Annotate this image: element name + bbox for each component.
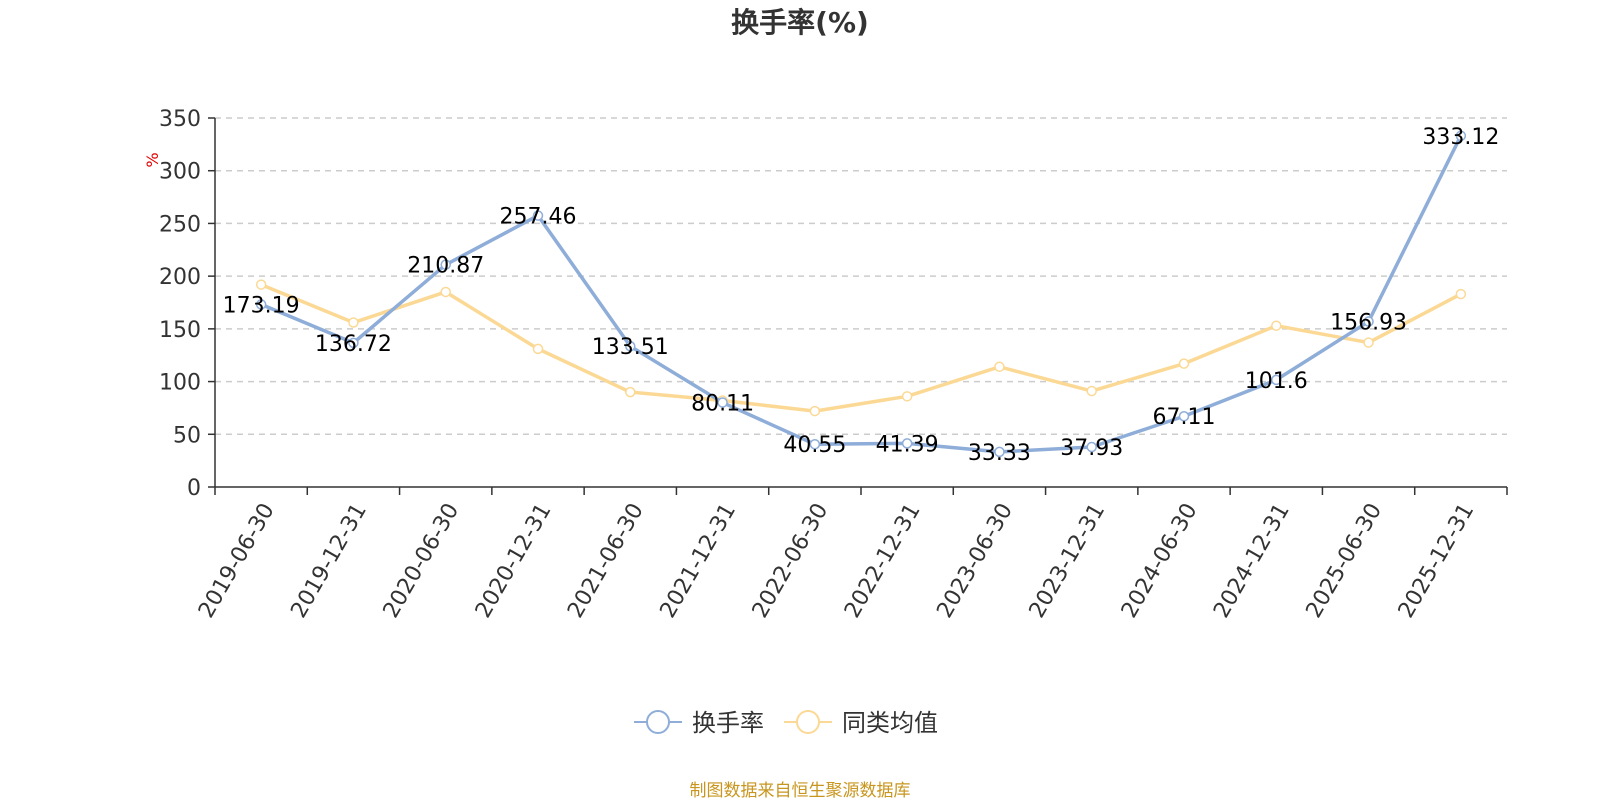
data-point bbox=[717, 397, 728, 408]
x-tick-label: 2023-12-31 bbox=[1025, 499, 1111, 622]
data-point bbox=[1363, 316, 1374, 327]
y-tick-label: 350 bbox=[159, 107, 201, 132]
data-label: 210.87 bbox=[407, 254, 484, 279]
data-label: 40.55 bbox=[783, 433, 846, 458]
x-tick-label: 2022-06-30 bbox=[748, 499, 834, 622]
data-point bbox=[1178, 358, 1190, 369]
y-tick-label: 100 bbox=[159, 371, 201, 396]
data-point bbox=[348, 317, 359, 328]
data-source-note: 制图数据来自恒生聚源数据库 bbox=[690, 781, 911, 800]
data-point bbox=[994, 361, 1005, 373]
data-point bbox=[625, 340, 636, 352]
data-label: 67.11 bbox=[1153, 405, 1216, 430]
data-label: 41.39 bbox=[876, 432, 939, 457]
y-axis-unit: % bbox=[143, 152, 162, 167]
data-point bbox=[532, 343, 544, 355]
x-tick-label: 2020-12-31 bbox=[471, 499, 557, 622]
legend[interactable]: 换手率 同类均值 bbox=[634, 709, 938, 737]
x-tick-label: 2024-12-31 bbox=[1209, 499, 1295, 622]
data-point bbox=[440, 259, 451, 270]
data-point bbox=[1271, 374, 1282, 386]
data-point bbox=[348, 337, 359, 349]
data-point bbox=[440, 286, 451, 298]
legend-label: 换手率 bbox=[692, 709, 764, 737]
data-label: 156.93 bbox=[1330, 311, 1407, 336]
data-point bbox=[809, 405, 821, 417]
x-axis-ticks: 2019-06-30 2019-12-31 2020-06-30 2020-12-31… bbox=[194, 487, 1508, 622]
data-point bbox=[625, 386, 636, 398]
y-tick-label: 250 bbox=[159, 212, 201, 237]
data-label: 133.51 bbox=[592, 335, 669, 360]
y-tick-label: 50 bbox=[173, 423, 201, 448]
x-tick-label: 2023-06-30 bbox=[932, 499, 1018, 622]
x-tick-label: 2021-12-31 bbox=[656, 499, 742, 622]
data-point bbox=[1455, 130, 1467, 142]
chart-title: 换手率(%) bbox=[731, 6, 869, 39]
data-point bbox=[1363, 337, 1374, 348]
data-point bbox=[1086, 385, 1097, 397]
x-tick-label: 2020-06-30 bbox=[379, 499, 465, 622]
data-label: 33.33 bbox=[968, 441, 1031, 466]
data-label: 101.6 bbox=[1245, 369, 1308, 394]
legend-label: 同类均值 bbox=[842, 709, 938, 737]
data-point bbox=[809, 438, 821, 450]
data-point bbox=[901, 438, 913, 449]
data-point bbox=[1271, 320, 1282, 331]
y-tick-label: 200 bbox=[159, 265, 201, 290]
data-point bbox=[532, 210, 544, 221]
data-label: 136.72 bbox=[315, 332, 392, 357]
x-tick-label: 2022-12-31 bbox=[840, 499, 926, 622]
x-tick-label: 2019-06-30 bbox=[194, 499, 280, 622]
data-point bbox=[1086, 441, 1097, 453]
data-label: 173.19 bbox=[223, 293, 300, 318]
x-tick-label: 2019-12-31 bbox=[286, 499, 372, 622]
data-label: 37.93 bbox=[1060, 436, 1123, 461]
y-tick-label: 300 bbox=[159, 160, 201, 185]
data-point bbox=[1455, 288, 1467, 300]
data-point bbox=[1178, 410, 1190, 422]
x-tick-label: 2025-06-30 bbox=[1302, 499, 1388, 622]
data-labels: 173.19 136.72 210.87 257.46 133.51 80.11 40.55… bbox=[223, 125, 1500, 466]
data-point bbox=[255, 299, 267, 310]
legend-item-peer-average[interactable]: 同类均值 bbox=[784, 709, 938, 737]
y-tick-label: 150 bbox=[159, 318, 201, 343]
x-tick-label: 2021-06-30 bbox=[563, 499, 649, 622]
y-tick-label: 0 bbox=[187, 476, 201, 501]
x-tick-label: 2025-12-31 bbox=[1394, 499, 1480, 622]
legend-circle-icon bbox=[796, 710, 820, 734]
legend-item-turnover[interactable]: 换手率 bbox=[634, 709, 764, 737]
data-label: 333.12 bbox=[1422, 125, 1499, 150]
series-line-turnover bbox=[260, 135, 1463, 454]
data-label: 257.46 bbox=[500, 205, 577, 230]
data-label: 80.11 bbox=[691, 392, 754, 417]
x-tick-label: 2024-06-30 bbox=[1117, 499, 1203, 622]
y-axis-ticks: 0 50 100 150 200 250 300 350 bbox=[159, 107, 215, 501]
data-point bbox=[901, 391, 913, 402]
series-line-peer-average bbox=[260, 282, 1462, 413]
series-lines bbox=[255, 130, 1467, 458]
data-point bbox=[994, 446, 1005, 458]
data-point bbox=[255, 279, 267, 290]
legend-circle-icon bbox=[646, 710, 670, 734]
